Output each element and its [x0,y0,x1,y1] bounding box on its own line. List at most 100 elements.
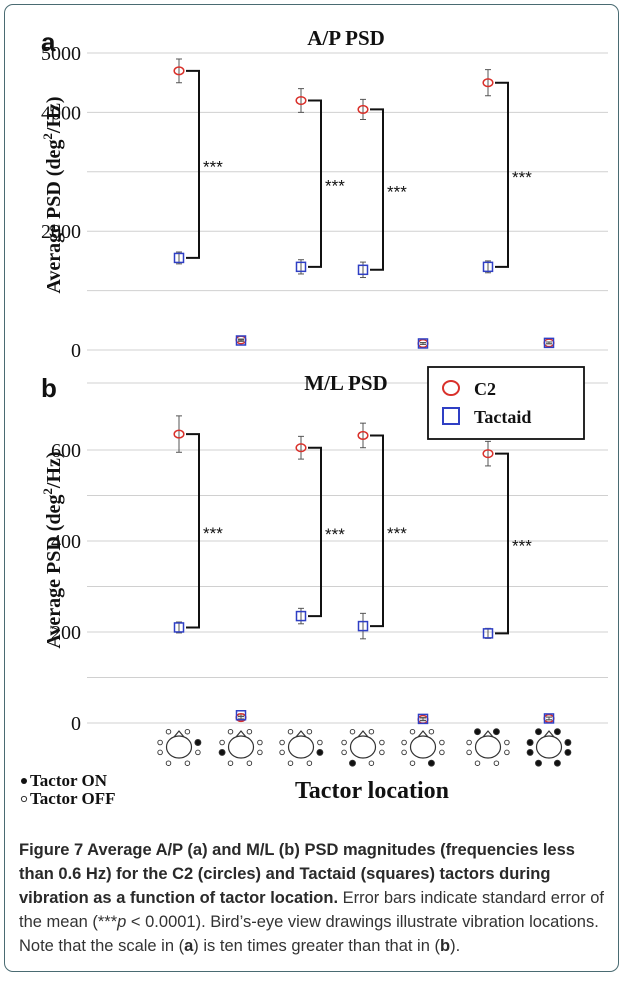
tactaid-point [295,261,307,273]
y-axis-label-sup: 2 [40,133,55,140]
tactor-off-dot [184,760,191,766]
tactor-off-dot [157,749,163,756]
tactor-off-dot [379,749,385,756]
tactor-on-dot [535,728,542,736]
tactor-on-dot [316,748,324,756]
tactor-off-dot [466,749,472,756]
significance-label: *** [325,525,345,544]
tactor-on-dot-icon [21,778,27,784]
chart-title: M/L PSD [304,371,387,395]
tactaid-point [173,622,185,633]
nose-icon [235,730,247,738]
tactor-diagram [218,728,263,766]
y-axis-label-end: /Hz) [43,451,65,489]
tactor-on-dot [474,728,481,736]
head-outline-icon [165,735,193,759]
tactor-off-dot [439,739,445,746]
tactor-off-dot [306,728,313,735]
tactor-off-dot [306,760,313,766]
tactor-on-dot [427,759,435,767]
legend-tactaid-label: Tactaid [474,407,531,427]
significance-bracket [370,434,384,628]
caption-bold: Figure 7 Average A/P (a) and M/L (b) PSD… [19,841,575,907]
tactor-diagram [401,728,445,767]
significance-bracket [308,446,322,618]
y-tick-label: 5000 [41,43,81,65]
tactor-off-dot [227,728,234,735]
tactor-off-dot [219,739,225,746]
legend: C2 Tactaid [427,366,585,440]
nose-icon [357,730,369,738]
tactor-off-dot [466,739,472,746]
tactor-on-dot [564,748,572,756]
tactor-off-dot [409,728,416,735]
tactor-off-dot [246,760,253,766]
caption-text-3: ) is ten times greater than that in ( [193,937,440,955]
tactaid-point [482,261,494,273]
y-tick-label: 4000 [41,102,81,124]
nose-icon [543,730,555,738]
tactor-off-dot [349,728,356,735]
tactor-on-dot [526,748,534,756]
legend-c2-icon [442,380,460,396]
y-tick-label: 2000 [41,221,81,243]
tactor-off-dot [401,739,407,746]
c2-point [173,429,185,439]
c2-point [173,66,185,76]
tactaid-point [235,710,247,721]
tactor-diagram [279,728,324,766]
y-axis-label-end: /Hz) [43,96,65,134]
legend-c2-label: C2 [474,379,496,399]
caption-text-1: Error bars indicate standard error of th… [19,889,604,931]
tactor-off-dot [165,728,172,735]
tactor-off-dot [504,749,510,756]
tactor-off-dot [279,739,285,746]
tactor-off-dot [341,749,347,756]
tactor-off-dot [279,749,285,756]
tactor-off-dot [257,749,263,756]
caption-text-2: < 0.0001). Bird’s-eye view drawings illu… [19,913,599,955]
panel-label: a [41,27,56,57]
tactor-off-dot [368,728,375,735]
y-axis-label: Average PSD (deg2/Hz) [40,451,65,648]
head-outline-icon [535,735,563,759]
tactaid-point [357,620,369,632]
significance-label: *** [512,537,532,556]
c2-point [295,95,307,106]
significance-label: *** [203,157,223,176]
significance-label: *** [387,183,407,202]
tactor-on-dot [526,739,534,746]
figure-caption: Figure 7 Average A/P (a) and M/L (b) PSD… [19,838,609,958]
nose-icon [173,730,185,738]
significance-bracket [308,99,322,268]
tactor-off-dot [379,739,385,746]
legend-tactaid-icon [442,407,460,425]
x-axis-label: Tactor location [295,778,449,804]
tactor-off-dot [428,728,435,735]
tactor-diagram [341,728,385,767]
tactor-off-dot [409,760,416,766]
tactor-off-dot [195,749,201,756]
nose-icon [482,730,494,738]
y-axis-label: Average PSD (deg2/Hz) [40,96,65,293]
y-tick-label: 600 [51,440,81,462]
significance-bracket [186,433,200,629]
nose-icon [295,730,307,738]
tactor-diagram [466,728,510,766]
c2-point [357,430,369,440]
tactor-diagram [157,728,202,766]
y-tick-label: 0 [71,340,81,362]
tactor-on-label: Tactor ON [30,771,108,790]
head-outline-icon [287,735,315,759]
c2-point [482,78,494,88]
significance-bracket [495,81,509,268]
tactor-off-dot [157,739,163,746]
significance-label: *** [512,168,532,187]
tactor-off-dot-icon [20,795,28,803]
tactaid-point [357,264,369,276]
tactor-off-dot [341,739,347,746]
head-outline-icon [349,735,377,759]
significance-label: *** [325,177,345,196]
